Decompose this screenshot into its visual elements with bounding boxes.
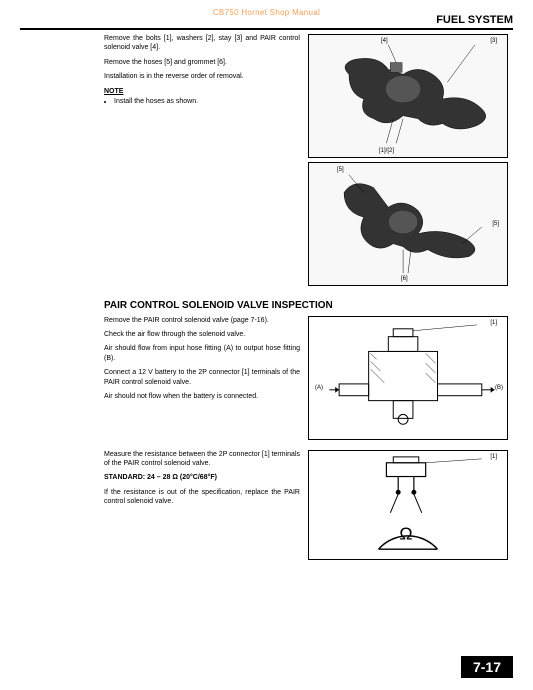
b2-p1: Remove the PAIR control solenoid valve (… [104,316,300,325]
resistance-svg: Ω [309,451,507,559]
section-title: FUEL SYSTEM [436,14,513,26]
block3-text: Measure the resistance between the 2P co… [104,450,300,564]
block3: Measure the resistance between the 2P co… [104,450,513,564]
fig2-lab5b: [5] [492,221,499,227]
fig1-lab4: [4] [381,38,388,44]
b1-p2: Remove the hoses [5] and grommet [6]. [104,58,300,67]
b1-p3: Installation is in the reverse order of … [104,72,300,81]
content-area: Remove the bolts [1], washers [2], stay … [104,34,513,650]
b3-standard: STANDARD: 24 – 28 Ω (20°C/68°F) [104,473,300,482]
b2-p5: Air should not flow when the battery is … [104,392,300,401]
b2-p2: Check the air flow through the solenoid … [104,330,300,339]
figure-airflow: [1] (A) (B) [308,316,508,440]
fig3-lab1: [1] [490,320,497,326]
fig1-lab12: [1]/[2] [379,148,394,154]
block2: PAIR CONTROL SOLENOID VALVE INSPECTION R… [104,300,513,444]
valve-hoses-svg [309,163,507,285]
ohm-symbol: Ω [399,523,412,543]
page-number: 7-17 [461,656,513,678]
figure-valve-top: [4] [3] [1]/[2] [308,34,508,158]
b3-p1: Measure the resistance between the 2P co… [104,450,300,469]
b2-p3: Air should flow from input hose fitting … [104,344,300,363]
fig3-labA: (A) [315,385,323,391]
block2-text: Remove the PAIR control solenoid valve (… [104,316,300,444]
figure-valve-hoses: [5] [5] [6] [308,162,508,286]
block1-text: Remove the bolts [1], washers [2], stay … [104,34,300,290]
fig4-lab1: [1] [490,454,497,460]
fig3-labB: (B) [495,385,503,391]
block1: Remove the bolts [1], washers [2], stay … [104,34,513,290]
b2-p4: Connect a 12 V battery to the 2P connect… [104,368,300,387]
airflow-svg [309,317,507,439]
block1-figures: [4] [3] [1]/[2] [5] [5] [308,34,508,290]
valve-top-svg [309,35,507,157]
b1-p1: Remove the bolts [1], washers [2], stay … [104,34,300,53]
b3-p2: If the resistance is out of the specific… [104,488,300,507]
note-label: NOTE [104,87,300,96]
header-rule [20,28,513,30]
fig1-lab3: [3] [490,38,497,44]
figure-resistance: Ω [1] [308,450,508,560]
fig2-lab5a: [5] [337,167,344,173]
note-item: Install the hoses as shown. [114,97,300,106]
fig2-lab6: [6] [401,276,408,282]
b2-heading: PAIR CONTROL SOLENOID VALVE INSPECTION [104,300,513,312]
